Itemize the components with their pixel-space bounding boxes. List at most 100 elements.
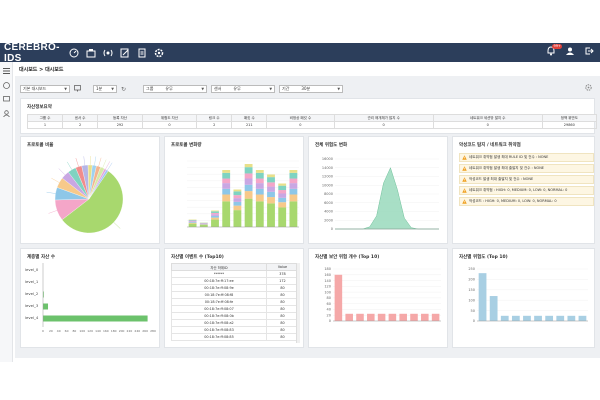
bar-segment <box>244 167 253 174</box>
x-tick-label: 40 <box>57 329 61 333</box>
sensor-label: 센서 <box>214 86 222 91</box>
table-row[interactable]: 00:18:7e:ff:17:ee 172 <box>171 277 300 285</box>
bar-segment <box>222 178 231 184</box>
bar-segment <box>289 201 298 227</box>
bar-segment <box>278 193 287 198</box>
assets-icon[interactable] <box>85 47 96 58</box>
monitor-icon[interactable] <box>74 84 81 94</box>
table-row[interactable]: 00:18:7e:ff:08:9e 80 <box>171 284 300 292</box>
scrollbar[interactable] <box>296 263 300 343</box>
bar <box>399 313 407 321</box>
table-row[interactable]: 00:18:7e:ff:08:85 80 <box>171 333 300 341</box>
panel-title: 악성코드 탐지 / 네트워크 취약점 <box>459 143 521 148</box>
table-row[interactable]: 00:18:7e:ff:08:07 80 <box>171 305 300 313</box>
table-row[interactable]: 00:18:7e:ff:08:fe 80 <box>171 298 300 306</box>
bar <box>478 273 487 321</box>
table-row[interactable]: 00:18:7e:ff:08:0b 80 <box>171 312 300 320</box>
bar-segment <box>244 178 253 185</box>
threat-text: 네트워크 취약점 발생 최대 RULE ID 및 건수 : NONE <box>469 155 549 159</box>
group-label: 그룹 <box>146 86 154 91</box>
threat-item: 네트워크 취약점 : HIGH: 0, MEDIUM: 0, LOW: 0, N… <box>459 186 594 195</box>
category-label: level_1 <box>25 279 39 284</box>
bar-segment <box>233 198 242 202</box>
y-tick-label: 180 <box>324 267 331 271</box>
bar-segment <box>211 212 219 215</box>
dashboard-settings-icon[interactable] <box>585 84 592 93</box>
table-row[interactable]: ****** 378 <box>171 270 300 278</box>
menu-icon[interactable] <box>2 67 11 75</box>
threat-item: 악성코드 : HIGH: 0, MEDIUM: 0, LOW: 0, NORMA… <box>459 197 594 206</box>
bar-segment <box>289 194 298 202</box>
bar-segment <box>233 191 242 196</box>
panel-title: 자산별 위험도 (Top 10) <box>459 255 508 260</box>
column-header[interactable]: Value <box>265 263 300 271</box>
bar-segment <box>278 190 287 194</box>
event-asset-id: 00:18:7e:ff:17:ee <box>171 277 267 285</box>
period-select[interactable]: 기간 30분 ▼ <box>279 85 344 93</box>
table-row[interactable]: 00:18:7e:ff:08:83 80 <box>171 326 300 334</box>
user-icon[interactable] <box>565 46 575 58</box>
chevron-down-icon: ▼ <box>337 87 341 91</box>
bar-segment <box>267 203 275 227</box>
filter-bar: 기본 대시보드 ▼ 1분 ▼ ↻ 그룹 유무 ▼ 센서 유무 ▼ 기간 30분 ▼ <box>20 82 595 96</box>
y-tick-label: 8000 <box>324 192 333 196</box>
pie-leader-line <box>58 168 66 176</box>
bar-segment <box>244 164 253 168</box>
settings-icon[interactable] <box>153 47 164 58</box>
event-count-panel: 자산별 이벤트 수 (Top10) 자산 하위ID Value ****** 378… <box>164 248 304 348</box>
app-logo[interactable]: CEREBRO-IDS <box>4 41 60 64</box>
y-tick-label: 0 <box>473 319 475 323</box>
bar <box>500 315 509 321</box>
y-tick-label: 10000 <box>322 183 333 187</box>
summary-value: 0 <box>141 121 198 129</box>
bar-segment <box>211 219 219 227</box>
dashboard-icon[interactable] <box>68 47 79 58</box>
bar <box>534 315 542 321</box>
user-group-icon[interactable] <box>2 109 11 117</box>
breadcrumb: 대시보드 > 대시보드 <box>19 67 64 73</box>
refresh-interval-select[interactable]: 1분 ▼ <box>93 85 117 93</box>
x-tick-label: 100 <box>79 329 85 333</box>
sensor-icon[interactable] <box>102 47 113 58</box>
logout-icon[interactable] <box>584 46 594 58</box>
summary-value: 1 <box>26 121 64 129</box>
x-tick-label: 60 <box>65 329 69 333</box>
refresh-icon[interactable]: ↻ <box>121 85 127 93</box>
period-label: 기간 <box>282 86 290 91</box>
bar-segment <box>289 183 298 189</box>
edit-icon[interactable] <box>119 47 130 58</box>
column-header[interactable]: 자산 하위ID <box>171 263 267 271</box>
y-tick-label: 12000 <box>322 175 333 179</box>
globe-icon[interactable] <box>2 81 11 89</box>
x-tick-label: 260 <box>142 329 148 333</box>
bar-segment <box>188 220 197 222</box>
table-row[interactable]: 00:18:7e:ff:08:f8 80 <box>171 291 300 299</box>
event-value: 80 <box>265 298 300 306</box>
left-rail <box>0 62 13 362</box>
panel-title: 전체 위험도 변화 <box>315 143 348 148</box>
bar-segment <box>267 191 275 198</box>
risk-level-panel: 자산별 위험도 (Top 10) 0 50 100 150 200 250 <box>452 248 595 348</box>
threat-text: 악성코드 발생 최대 출발지 및 건수 : NONE <box>469 177 534 181</box>
notification-icon[interactable]: 99+ <box>546 44 563 58</box>
summary-header: 등록 자산 <box>97 114 143 122</box>
group-select[interactable]: 그룹 유무 ▼ <box>143 85 208 93</box>
panel-title: 계층별 자산 수 <box>27 255 55 260</box>
report-icon[interactable] <box>136 47 147 58</box>
bar <box>410 313 418 321</box>
dashboard-select[interactable]: 기본 대시보드 ▼ <box>20 85 70 93</box>
bar-segment <box>278 202 287 208</box>
y-tick-label: 120 <box>324 285 331 289</box>
bar-segment <box>233 201 242 206</box>
pie-leader-line <box>83 156 86 166</box>
pie-leader-line <box>107 162 113 171</box>
sensor-select[interactable]: 센서 유무 ▼ <box>211 85 276 93</box>
y-tick-label: 0 <box>329 319 331 323</box>
x-tick-label: 200 <box>119 329 125 333</box>
risk-count-panel: 자산별 보안 위험 개수 (Top 10) 0 20 40 60 80 100 120 140… <box>308 248 448 348</box>
chat-icon[interactable] <box>2 95 11 103</box>
x-tick-label: 0 <box>42 329 44 333</box>
period-value: 30분 <box>301 86 311 91</box>
threat-text: 악성코드 : HIGH: 0, MEDIUM: 0, LOW: 0, NORMA… <box>469 199 557 203</box>
table-row[interactable]: 00:18:7e:ff:08:a2 80 <box>171 319 300 327</box>
